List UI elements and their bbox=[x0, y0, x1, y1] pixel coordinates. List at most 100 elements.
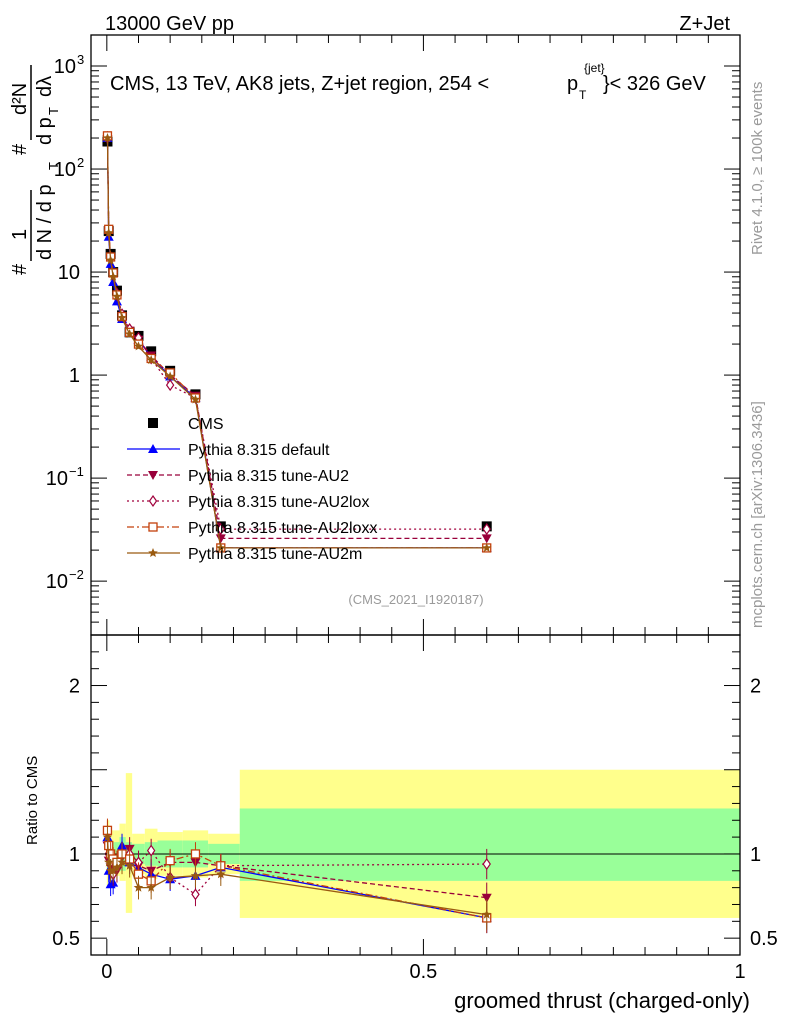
point-au2m bbox=[102, 133, 113, 143]
point-au2m bbox=[190, 394, 201, 404]
plot-title: CMS, 13 TeV, AK8 jets, Z+jet region, 254… bbox=[110, 61, 707, 102]
header-right: Z+Jet bbox=[679, 13, 730, 35]
legend-marker-cms bbox=[148, 418, 158, 428]
ratio-y-tick-label-left: 0.5 bbox=[52, 928, 80, 950]
legend-marker-au2loxx bbox=[148, 522, 158, 532]
mcplots-label: mcplots.cern.ch [arXiv:1306.3436] bbox=[749, 401, 766, 628]
point-au2m bbox=[117, 312, 127, 322]
y-tick-exp: 3 bbox=[77, 52, 84, 67]
legend-entry-au2lox: Pythia 8.315 tune-AU2lox bbox=[127, 494, 369, 511]
point-au2m bbox=[112, 291, 122, 301]
point-au2m bbox=[165, 371, 175, 381]
analysis-id: (CMS_2021_I1920187) bbox=[348, 592, 483, 607]
y-tick-label: 10 2 bbox=[54, 155, 84, 181]
y-tick-label: 10 bbox=[58, 262, 80, 284]
legend-entry-cms: CMS bbox=[148, 416, 224, 433]
legend-marker-au2m bbox=[148, 548, 158, 557]
ratio-point-au2m bbox=[216, 869, 226, 879]
ylabel-den-sub: T bbox=[46, 162, 61, 170]
ratio-y-tick-label-left: 1 bbox=[69, 844, 80, 866]
ratio-point-au2m bbox=[117, 857, 127, 867]
ratio-ylabel: Ratio to CMS bbox=[24, 756, 41, 845]
y-tick-exp: −2 bbox=[69, 567, 84, 582]
series-default bbox=[102, 133, 492, 552]
title-main: CMS, 13 TeV, AK8 jets, Z+jet region, 254… bbox=[110, 73, 489, 95]
ylabel-num-den: d p bbox=[34, 117, 56, 145]
title-sub: T bbox=[579, 88, 587, 102]
ratio-point-au2m bbox=[165, 872, 175, 882]
y-tick-exp: −1 bbox=[69, 464, 84, 479]
ratio-point-au2m bbox=[108, 865, 118, 875]
ratio-series-au2m bbox=[102, 825, 492, 930]
point-au2m bbox=[216, 542, 226, 552]
y-tick-base: 10 bbox=[46, 571, 68, 593]
ratio-y-tick-label-right: 1 bbox=[750, 844, 761, 866]
legend-entry-au2m: Pythia 8.315 tune-AU2m bbox=[127, 546, 362, 563]
ratio-point-au2m bbox=[104, 857, 114, 867]
main-series-layer bbox=[102, 130, 492, 553]
ylabel-den: d N / d p bbox=[34, 184, 56, 260]
main-frame bbox=[90, 34, 741, 636]
ratio-point-au2lox bbox=[191, 888, 200, 901]
x-tick-label: 1 bbox=[734, 961, 745, 983]
ratio-point-au2lox bbox=[146, 844, 156, 857]
main-ylabel: # 1 d N / d p T # d²N d p T dλ bbox=[9, 65, 61, 275]
header-left: 13000 GeV pp bbox=[105, 13, 234, 35]
rivet-label: Rivet 4.1.0, ≥ 100k events bbox=[749, 82, 766, 255]
ratio-series-layer bbox=[102, 818, 492, 934]
title-tail: }< 326 GeV bbox=[603, 73, 707, 95]
y-tick-exp: 2 bbox=[77, 155, 84, 170]
ratio-point-au2loxx bbox=[190, 849, 201, 859]
point-au2m bbox=[133, 341, 144, 351]
point-default bbox=[108, 277, 119, 287]
x-tick-label: 0 bbox=[101, 961, 112, 983]
ratio-point-au2loxx bbox=[165, 856, 175, 866]
y-tick-base: 10 bbox=[54, 159, 76, 181]
ratio-point-au2m bbox=[124, 860, 135, 870]
point-au2m bbox=[108, 271, 118, 281]
series-au2loxx bbox=[102, 131, 492, 553]
point-cms bbox=[146, 346, 157, 357]
y-tick-text: 10 bbox=[58, 262, 80, 284]
ratio-point-au2m bbox=[146, 882, 156, 892]
ylabel-hash-1: # bbox=[9, 263, 31, 275]
series-line-default bbox=[106, 137, 487, 549]
y-tick-text: 1 bbox=[69, 365, 80, 387]
point-au2 bbox=[481, 534, 492, 544]
point-au2lox bbox=[165, 379, 175, 392]
legend-entry-au2loxx: Pythia 8.315 tune-AU2loxx bbox=[127, 520, 377, 537]
series-au2m bbox=[102, 133, 492, 552]
point-au2m bbox=[124, 329, 135, 339]
ratio-point-au2m bbox=[102, 832, 113, 842]
point-au2m bbox=[105, 255, 116, 265]
legend-label-au2loxx: Pythia 8.315 tune-AU2loxx bbox=[188, 520, 377, 537]
legend-label-au2: Pythia 8.315 tune-AU2 bbox=[188, 468, 349, 485]
band-green bbox=[239, 808, 741, 881]
series-line-au2m bbox=[106, 137, 487, 549]
y-tick-label: 10 3 bbox=[54, 52, 84, 78]
point-au2m bbox=[482, 542, 492, 552]
point-au2m bbox=[146, 355, 156, 365]
y-tick-label: 10 −1 bbox=[46, 464, 84, 490]
point-au2lox bbox=[482, 523, 491, 536]
ratio-point-au2loxx bbox=[104, 840, 114, 851]
ratio-point-au2lox bbox=[482, 858, 491, 871]
point-au2lox bbox=[216, 523, 226, 536]
ratio-y-tick-label-left: 2 bbox=[69, 676, 80, 698]
ratio-point-au2m bbox=[190, 870, 201, 880]
legend-label-cms: CMS bbox=[188, 416, 224, 433]
legend-label-default: Pythia 8.315 default bbox=[188, 442, 330, 459]
ratio-point-au2m bbox=[133, 882, 144, 892]
title-sup: {jet} bbox=[584, 61, 605, 75]
title-p: p bbox=[567, 73, 578, 95]
legend-label-au2lox: Pythia 8.315 tune-AU2lox bbox=[188, 494, 369, 511]
legend-marker-default bbox=[148, 444, 158, 453]
y-tick-label: 1 bbox=[69, 365, 80, 387]
ylabel-hash-2: # bbox=[9, 143, 31, 155]
ratio-frame bbox=[90, 634, 741, 956]
legend-marker-au2 bbox=[148, 471, 158, 480]
ylabel-num: d²N bbox=[9, 83, 31, 115]
legend-entry-au2: Pythia 8.315 tune-AU2 bbox=[127, 468, 349, 485]
y-tick-base: 10 bbox=[46, 468, 68, 490]
